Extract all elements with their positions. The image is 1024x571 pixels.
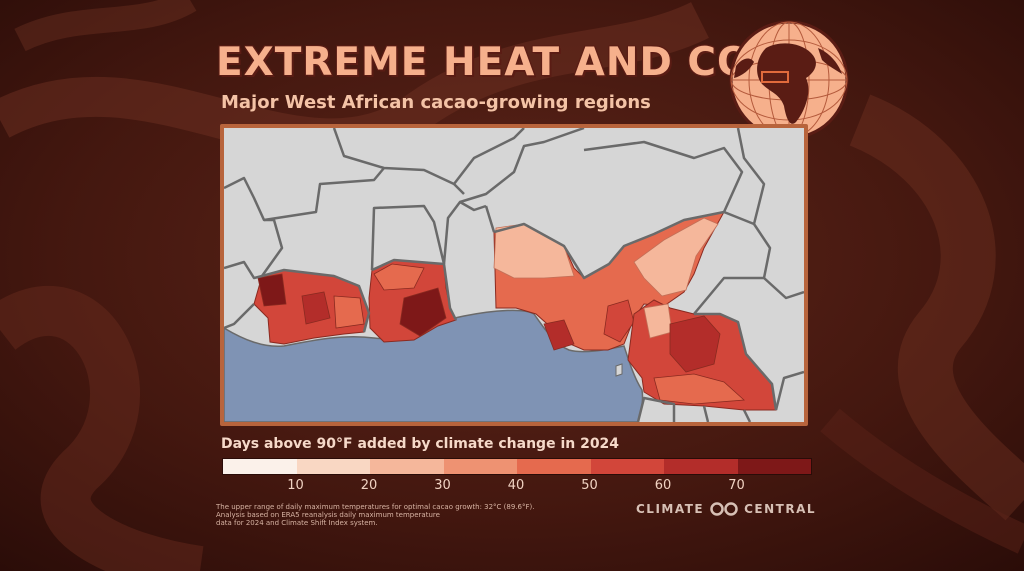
legend-swatch	[223, 459, 297, 474]
source-line: The upper range of daily maximum tempera…	[216, 503, 535, 511]
west-africa-map	[224, 128, 804, 422]
legend-swatch	[590, 459, 664, 474]
legend-swatch	[443, 459, 517, 474]
legend-tick-label: 50	[581, 478, 598, 493]
page-subtitle: Major West African cacao-growing regions	[221, 92, 651, 113]
logo-word-right: CENTRAL	[744, 502, 817, 516]
legend-tick-label: 60	[654, 478, 672, 493]
source-line: Analysis based on ERA5 reanalysis daily …	[216, 511, 440, 519]
color-scale-legend	[222, 458, 812, 475]
legend-tick-label: 30	[434, 478, 451, 493]
legend-swatch	[370, 459, 444, 474]
legend-swatch	[737, 459, 811, 474]
legend-tick-label: 10	[287, 478, 304, 493]
legend-swatch	[296, 459, 370, 474]
infinity-icon	[710, 502, 738, 516]
legend-swatch	[664, 459, 738, 474]
map-frame	[220, 124, 808, 426]
legend-swatch	[517, 459, 591, 474]
bioko-island	[615, 363, 623, 377]
legend-tick-label: 70	[728, 478, 745, 493]
legend-tick-label: 20	[360, 478, 378, 493]
climate-central-logo: CLIMATE CENTRAL	[636, 502, 816, 516]
legend-title: Days above 90°F added by climate change …	[221, 436, 620, 452]
source-note: The upper range of daily maximum tempera…	[216, 503, 576, 527]
logo-word-left: CLIMATE	[636, 502, 705, 516]
legend-tick-label: 40	[507, 478, 525, 493]
source-line: data for 2024 and Climate Shift Index sy…	[216, 519, 378, 527]
